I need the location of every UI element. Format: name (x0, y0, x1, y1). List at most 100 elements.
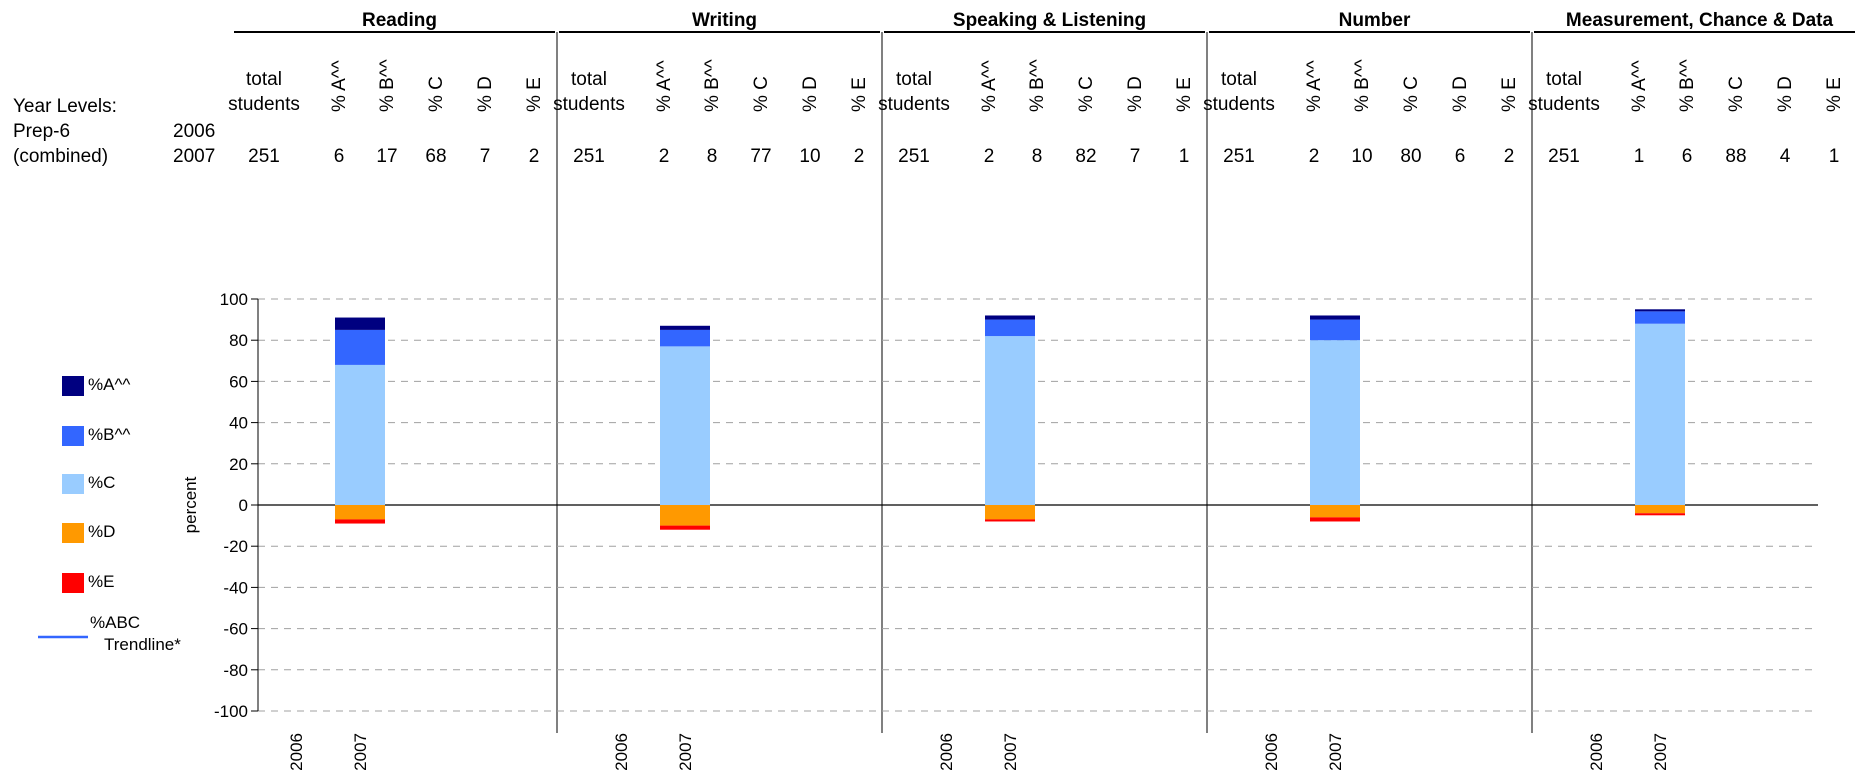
bar-segment-d (1310, 505, 1360, 518)
col-header-students: students (1203, 94, 1275, 115)
legend-label-4: %E (88, 572, 114, 591)
y-axis-label: percent (181, 476, 200, 533)
col-header-e: % E (1174, 77, 1195, 112)
value-pct-d: 7 (480, 146, 491, 167)
x-tick-label: 2006 (612, 733, 631, 771)
col-header-total: total (246, 69, 282, 90)
value-pct-c: 77 (750, 146, 771, 167)
value-pct-d: 4 (1780, 146, 1791, 167)
value-pct-b: 6 (1682, 146, 1693, 167)
value-total: 251 (1223, 146, 1255, 167)
year-label-2006: 2006 (173, 121, 215, 142)
bar-segment-d (985, 505, 1035, 520)
y-tick-label: 60 (229, 372, 248, 391)
y-tick-label: -100 (214, 702, 248, 721)
col-header-students: students (878, 94, 950, 115)
col-header-d: % D (1125, 76, 1146, 112)
legend-label-1: %B^^ (88, 425, 130, 444)
row-label-line1: Prep-6 (13, 121, 70, 142)
col-header-c: % C (1401, 76, 1422, 112)
y-tick-label: 20 (229, 455, 248, 474)
bar-segment-d (660, 505, 710, 526)
value-total: 251 (248, 146, 280, 167)
value-pct-a: 2 (1309, 146, 1320, 167)
row-label-line2: (combined) (13, 146, 108, 167)
bar-segment-c (1310, 340, 1360, 505)
col-header-b: % B^^ (1027, 59, 1048, 112)
y-tick-label: 100 (220, 290, 248, 309)
legend-swatch-1 (62, 426, 84, 446)
panel-title: Number (1339, 10, 1411, 31)
value-total: 251 (1548, 146, 1580, 167)
value-pct-a: 2 (659, 146, 670, 167)
y-tick-label: -40 (223, 578, 248, 597)
value-pct-e: 2 (1504, 146, 1515, 167)
bar-segment-a (1310, 315, 1360, 320)
x-tick-label: 2006 (1587, 733, 1606, 771)
bar-segment-e (1310, 517, 1360, 522)
col-header-d: % D (800, 76, 821, 112)
col-header-e: % E (1824, 77, 1845, 112)
value-pct-e: 1 (1829, 146, 1840, 167)
year-label-2007: 2007 (173, 146, 215, 167)
legend-swatch-3 (62, 523, 84, 543)
col-header-b: % B^^ (1677, 59, 1698, 112)
col-header-b: % B^^ (702, 59, 723, 112)
value-pct-b: 8 (1032, 146, 1043, 167)
col-header-total: total (1546, 69, 1582, 90)
col-header-b: % B^^ (377, 59, 398, 112)
col-header-e: % E (849, 77, 870, 112)
value-pct-d: 7 (1130, 146, 1141, 167)
value-pct-c: 80 (1400, 146, 1421, 167)
col-header-c: % C (751, 76, 772, 112)
col-header-d: % D (1450, 76, 1471, 112)
legend-label-5-line2: Trendline* (104, 635, 181, 654)
value-total: 251 (898, 146, 930, 167)
bar-segment-c (660, 346, 710, 505)
col-header-students: students (228, 94, 300, 115)
bar-segment-d (335, 505, 385, 520)
col-header-total: total (1221, 69, 1257, 90)
bar-segment-b (660, 329, 710, 347)
value-pct-b: 10 (1351, 146, 1372, 167)
panel-title: Measurement, Chance & Data (1566, 10, 1834, 31)
col-header-students: students (553, 94, 625, 115)
bar-segment-a (1635, 309, 1685, 312)
value-pct-b: 8 (707, 146, 718, 167)
value-pct-e: 2 (854, 146, 865, 167)
legend-label-0: %A^^ (88, 375, 130, 394)
col-header-c: % C (1726, 76, 1747, 112)
col-header-e: % E (524, 77, 545, 112)
legend-label-2: %C (88, 473, 115, 492)
x-tick-label: 2007 (1001, 733, 1020, 771)
value-pct-d: 10 (799, 146, 820, 167)
legend-swatch-4 (62, 573, 84, 593)
panel-title: Writing (692, 10, 757, 31)
bar-segment-e (335, 519, 385, 524)
x-tick-label: 2006 (937, 733, 956, 771)
col-header-d: % D (475, 76, 496, 112)
bar-segment-a (660, 325, 710, 330)
bar-segment-b (1310, 319, 1360, 341)
col-header-a: % A^^ (329, 60, 350, 112)
col-header-a: % A^^ (654, 60, 675, 112)
panel-title: Speaking & Listening (953, 10, 1146, 31)
value-pct-d: 6 (1455, 146, 1466, 167)
col-header-d: % D (1775, 76, 1796, 112)
bar-segment-c (1635, 323, 1685, 505)
col-header-a: % A^^ (1629, 60, 1650, 112)
bar-segment-b (985, 319, 1035, 337)
bar-segment-a (335, 317, 385, 330)
col-header-a: % A^^ (1304, 60, 1325, 112)
bar-segment-e (660, 525, 710, 530)
bar-segment-e (1635, 513, 1685, 516)
value-pct-c: 68 (425, 146, 446, 167)
legend-label-3: %D (88, 522, 115, 541)
y-tick-label: 0 (239, 496, 248, 515)
value-total: 251 (573, 146, 605, 167)
value-pct-e: 2 (529, 146, 540, 167)
x-tick-label: 2007 (1651, 733, 1670, 771)
legend-swatch-2 (62, 474, 84, 494)
x-tick-label: 2007 (351, 733, 370, 771)
